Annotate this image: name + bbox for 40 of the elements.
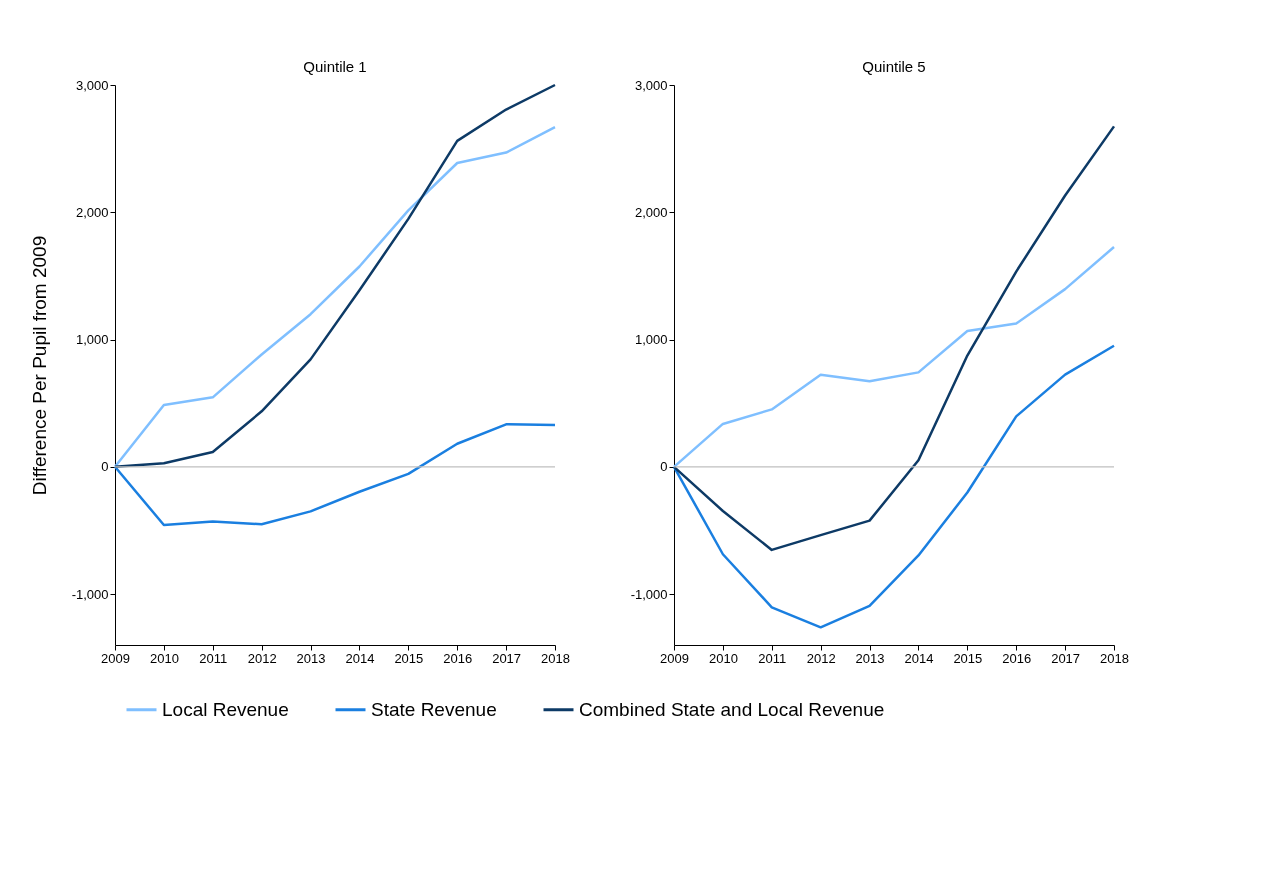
y-tick-label: 3,000 <box>634 77 668 93</box>
x-tick-label: 2014 <box>904 650 934 666</box>
y-tick-label: 2,000 <box>75 204 109 220</box>
x-tick-label: 2009 <box>101 650 130 666</box>
line-series <box>113 423 557 527</box>
x-tick-label: 2009 <box>660 650 689 666</box>
chart-title: Quintile 1 <box>303 58 367 75</box>
x-tick-label: 2015 <box>394 650 424 666</box>
x-tick-label: 2010 <box>149 650 179 666</box>
legend-label: Local Revenue <box>162 698 289 720</box>
x-tick-label: 2017 <box>1051 650 1081 666</box>
x-tick-label: 2018 <box>541 650 570 666</box>
y-tick-label: 2,000 <box>634 204 668 220</box>
x-tick-label: 2010 <box>708 650 738 666</box>
y-tick-label: 0 <box>101 459 109 475</box>
x-tick-label: 2011 <box>758 650 787 666</box>
y-tick-label: -1,000 <box>71 586 109 602</box>
x-tick-label: 2013 <box>296 650 326 666</box>
y-tick-label: 1,000 <box>634 332 668 348</box>
line-series <box>672 125 1116 552</box>
x-tick-label: 2011 <box>199 650 228 666</box>
x-tick-label: 2017 <box>492 650 522 666</box>
legend-label: State Revenue <box>371 698 497 720</box>
x-tick-label: 2016 <box>1002 650 1032 666</box>
y-tick-label: 3,000 <box>75 77 109 93</box>
chart-title: Quintile 5 <box>862 58 926 75</box>
legend-label: Combined State and Local Revenue <box>579 698 885 720</box>
x-tick-label: 2018 <box>1100 650 1129 666</box>
y-tick-label: 1,000 <box>75 332 109 348</box>
x-tick-label: 2013 <box>855 650 885 666</box>
x-tick-label: 2015 <box>953 650 983 666</box>
x-tick-label: 2012 <box>247 650 277 666</box>
y-axis-title: Difference Per Pupil from 2009 <box>28 235 50 496</box>
x-tick-label: 2014 <box>345 650 375 666</box>
line-series <box>672 344 1116 629</box>
line-series <box>672 245 1116 469</box>
x-tick-label: 2016 <box>443 650 473 666</box>
y-tick-label: -1,000 <box>630 586 668 602</box>
y-tick-label: 0 <box>660 459 668 475</box>
x-tick-label: 2012 <box>806 650 836 666</box>
